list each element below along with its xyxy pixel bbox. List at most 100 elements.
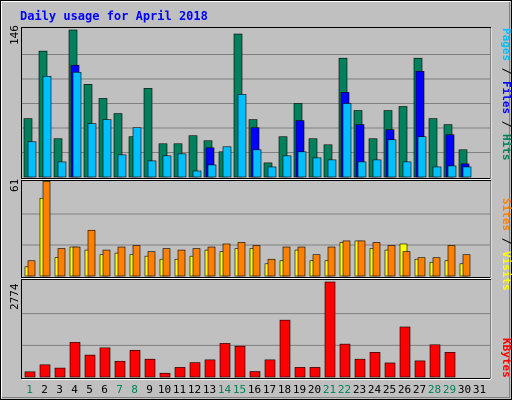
day-label-26: 26 bbox=[398, 383, 411, 396]
bar-sites-day-5 bbox=[87, 229, 96, 277]
panel-bottom: 2774 bbox=[8, 279, 492, 380]
bar-sites-day-18 bbox=[282, 246, 291, 277]
legend-segment: Hits bbox=[500, 134, 512, 161]
bar-pages-day-15 bbox=[237, 94, 247, 178]
bar-pages-day-13 bbox=[207, 164, 217, 178]
bar-pages-day-17 bbox=[267, 166, 277, 178]
bar-kbytes-day-6 bbox=[99, 347, 111, 378]
legend-segment: Pages bbox=[500, 28, 512, 61]
bar-sites-day-7 bbox=[117, 246, 126, 277]
day-axis-labels: 1 2 3 4 5 6 7 8 9 10 11 12 13 14 15 16 17 18 19 20 21 22 23 24 2… bbox=[26, 383, 486, 396]
day-label-5: 5 bbox=[86, 383, 93, 396]
panel-middle-bars bbox=[24, 181, 471, 277]
bar-sites-day-11 bbox=[177, 249, 186, 277]
legend-segment: Visits bbox=[500, 251, 512, 291]
bar-kbytes-day-20 bbox=[309, 367, 321, 378]
legend-segment: KBytes bbox=[500, 338, 512, 378]
bar-sites-day-21 bbox=[327, 246, 336, 277]
bar-kbytes-day-16 bbox=[249, 371, 261, 378]
bar-sites-day-14 bbox=[222, 243, 231, 277]
bar-pages-day-18 bbox=[282, 155, 292, 178]
bar-pages-day-6 bbox=[102, 119, 112, 178]
day-label-10: 10 bbox=[158, 383, 171, 396]
bar-kbytes-day-3 bbox=[54, 367, 66, 378]
bar-pages-day-9 bbox=[147, 160, 157, 178]
day-label-18: 18 bbox=[278, 383, 291, 396]
panel-top-bars bbox=[23, 29, 472, 178]
bar-kbytes-day-8 bbox=[129, 349, 141, 378]
bar-kbytes-day-15 bbox=[234, 345, 246, 378]
chart-title: Daily usage for April 2018 bbox=[20, 9, 208, 23]
day-label-28: 28 bbox=[428, 383, 441, 396]
bar-kbytes-day-1 bbox=[24, 371, 36, 378]
day-label-23: 23 bbox=[353, 383, 366, 396]
panel-bottom-max-label: 2774 bbox=[8, 283, 21, 310]
day-label-4: 4 bbox=[71, 383, 78, 396]
bar-sites-day-4 bbox=[72, 246, 81, 277]
day-label-25: 25 bbox=[383, 383, 396, 396]
bar-sites-day-15 bbox=[237, 242, 246, 277]
bar-sites-day-26 bbox=[402, 251, 411, 277]
bar-sites-day-28 bbox=[432, 257, 441, 277]
day-label-11: 11 bbox=[173, 383, 186, 396]
bar-sites-day-9 bbox=[147, 251, 156, 277]
day-label-12: 12 bbox=[188, 383, 201, 396]
legend-kbytes: KBytes bbox=[500, 338, 512, 378]
bar-kbytes-day-13 bbox=[204, 359, 216, 378]
day-label-20: 20 bbox=[308, 383, 321, 396]
day-label-29: 29 bbox=[443, 383, 456, 396]
bar-pages-day-10 bbox=[162, 155, 172, 178]
bar-sites-day-1 bbox=[27, 260, 36, 277]
legend-segment: / bbox=[500, 114, 512, 134]
bar-sites-day-13 bbox=[207, 246, 216, 277]
day-label-21: 21 bbox=[323, 383, 336, 396]
day-label-7: 7 bbox=[116, 383, 123, 396]
bar-sites-day-23 bbox=[357, 240, 366, 277]
bar-sites-day-6 bbox=[102, 249, 111, 277]
bar-pages-day-27 bbox=[417, 136, 427, 178]
bar-pages-day-24 bbox=[372, 159, 382, 178]
bar-kbytes-day-19 bbox=[294, 367, 306, 378]
bar-kbytes-day-9 bbox=[144, 358, 156, 378]
bar-kbytes-day-26 bbox=[399, 326, 411, 378]
bar-kbytes-day-10 bbox=[159, 372, 171, 378]
day-label-14: 14 bbox=[218, 383, 232, 396]
day-label-24: 24 bbox=[368, 383, 382, 396]
bar-sites-day-10 bbox=[162, 248, 171, 277]
bar-pages-day-1 bbox=[27, 141, 37, 178]
bar-pages-day-3 bbox=[57, 161, 67, 178]
bar-pages-day-8 bbox=[132, 127, 142, 178]
bar-pages-day-16 bbox=[252, 149, 262, 178]
day-label-15: 15 bbox=[233, 383, 246, 396]
legend-segment: Sites bbox=[500, 198, 512, 231]
day-label-9: 9 bbox=[146, 383, 153, 396]
bar-pages-day-20 bbox=[312, 157, 322, 178]
bar-sites-day-29 bbox=[447, 245, 456, 277]
legend-segment: / bbox=[500, 61, 512, 81]
bar-sites-day-30 bbox=[462, 254, 471, 277]
panel-bottom-gridlines bbox=[22, 313, 490, 346]
bar-sites-day-16 bbox=[252, 245, 261, 277]
day-label-27: 27 bbox=[413, 383, 426, 396]
bar-sites-day-22 bbox=[342, 240, 351, 277]
bar-pages-day-30 bbox=[462, 166, 472, 178]
bar-kbytes-day-25 bbox=[384, 362, 396, 378]
panel-top: 146 bbox=[8, 25, 492, 180]
panel-bottom-bars bbox=[24, 281, 456, 378]
bar-kbytes-day-4 bbox=[69, 342, 81, 378]
bar-pages-day-26 bbox=[402, 161, 412, 178]
bar-kbytes-day-29 bbox=[444, 352, 456, 378]
day-label-6: 6 bbox=[101, 383, 108, 396]
bar-pages-day-12 bbox=[192, 170, 202, 178]
panel-middle-gridlines bbox=[22, 213, 490, 246]
legend-segment: Files bbox=[500, 81, 512, 114]
bar-sites-day-19 bbox=[297, 246, 306, 277]
bar-kbytes-day-23 bbox=[354, 358, 366, 378]
bar-kbytes-day-28 bbox=[429, 344, 441, 378]
day-label-17: 17 bbox=[263, 383, 276, 396]
day-label-22: 22 bbox=[338, 383, 351, 396]
day-label-30: 30 bbox=[458, 383, 471, 396]
bar-pages-day-22 bbox=[342, 103, 352, 178]
bar-sites-day-8 bbox=[132, 245, 141, 277]
bar-pages-day-21 bbox=[327, 159, 337, 178]
